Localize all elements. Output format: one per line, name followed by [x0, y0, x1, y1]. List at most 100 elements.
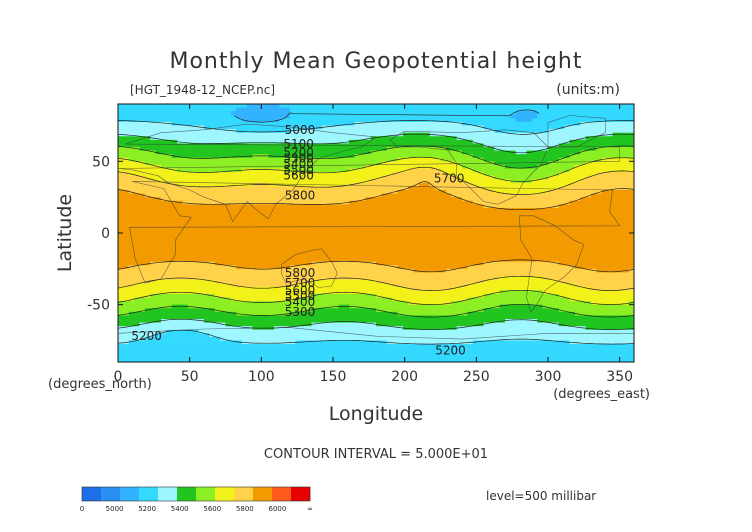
contour-band-cell	[166, 329, 200, 334]
contour-label: 5300	[283, 151, 314, 165]
contour-band-cell	[397, 265, 468, 270]
chart-title: Monthly Mean Geopotential height	[169, 49, 582, 74]
contour-band-cell	[118, 333, 157, 338]
contour-band-cell	[494, 147, 549, 152]
contour-band-cell	[118, 308, 146, 313]
contour-band-cell	[290, 107, 634, 112]
contour-band-cell	[558, 293, 634, 299]
contour-band-cell	[462, 164, 506, 170]
contour-band-cell	[558, 186, 634, 191]
contour-band-cell	[118, 315, 634, 320]
contour-band-cell	[118, 254, 634, 259]
contour-band-cell	[580, 197, 634, 202]
contour-band-cell	[440, 168, 474, 173]
contour-band-cell	[128, 340, 243, 345]
contour-band-cell	[472, 182, 571, 188]
contour-band-cell	[134, 297, 232, 302]
contour-band-cell	[591, 301, 630, 306]
coastline-path	[118, 123, 620, 223]
y-tick-label: -50	[87, 298, 110, 314]
contour-band-cell	[144, 175, 382, 180]
contour-line	[118, 329, 634, 345]
contour-band-cell	[118, 118, 243, 123]
coastline-path	[518, 215, 585, 313]
contour-band-cell	[118, 286, 409, 291]
contour-band-cell	[558, 322, 634, 327]
contour-band-cell	[118, 354, 634, 360]
contour-band-cell	[558, 308, 634, 313]
contour-band-cell	[311, 261, 377, 266]
contour-band-cell	[295, 340, 388, 345]
contour-band-cell	[569, 182, 634, 188]
coastline-path	[547, 115, 606, 148]
contour-band-cell	[392, 283, 468, 288]
contour-band-cell	[118, 326, 253, 331]
contour-band-cell	[494, 190, 549, 195]
contour-band-cell	[118, 283, 135, 288]
colorbar-label: 5000	[106, 505, 124, 513]
contour-band-cell	[118, 319, 162, 324]
contour-band-cell	[150, 279, 216, 284]
contour-line	[118, 145, 634, 169]
contour-band-cell	[236, 265, 291, 270]
contour-band-cell	[596, 172, 634, 177]
contour-band-cell	[230, 297, 296, 302]
contour-band-cell	[370, 136, 458, 141]
contour-band-cell	[462, 150, 517, 155]
contour-band-cell	[171, 154, 253, 159]
contour-band-cell	[295, 297, 393, 302]
contour-band-cell	[241, 168, 286, 173]
contour-band-cell	[580, 121, 634, 127]
contour-band-cell	[467, 283, 576, 288]
contour-band-cell	[128, 265, 237, 270]
contour-band-cell	[435, 186, 485, 191]
contour-label: 5300	[285, 305, 316, 319]
contour-band-cell	[483, 261, 560, 266]
contour-band-cell	[118, 107, 237, 112]
contour-band-cell	[118, 139, 178, 145]
contour-band-cell	[118, 215, 634, 220]
y-tick-label: 0	[101, 226, 110, 242]
colorbar-swatch	[139, 487, 159, 501]
contour-band-cell	[365, 164, 463, 170]
contour-band-cell	[397, 190, 447, 195]
contour-band-cell	[279, 104, 634, 109]
contour-band-cell	[376, 308, 485, 313]
file-label: [HGT_1948-12_NCEP.nc]	[130, 83, 275, 97]
contour-band-cell	[118, 190, 130, 195]
contour-band-cell	[150, 293, 216, 299]
colorbar-swatch	[82, 487, 102, 501]
contour-band-cell	[397, 157, 442, 162]
contour-band-cell	[467, 311, 576, 317]
contour-band-cell	[472, 154, 571, 159]
contour-band-cell	[118, 186, 409, 191]
coastline-path	[281, 248, 338, 288]
contour-band-cell	[370, 179, 463, 184]
contour-band-cell	[118, 200, 184, 205]
contour-band-cell	[445, 147, 495, 152]
contour-band-cell	[574, 265, 634, 270]
contour-band-cell	[230, 283, 296, 288]
contour-band-cell	[429, 182, 474, 188]
contour-band-cell	[376, 322, 485, 327]
contour-band-cell	[155, 179, 372, 184]
contour-band-cell	[118, 236, 634, 241]
contour-band-cell	[214, 293, 313, 299]
contour-band-cell	[472, 340, 571, 345]
contour-band-cell	[295, 283, 393, 288]
contour-band-cell	[187, 304, 339, 309]
y-unit-label: (degrees_north)	[48, 377, 152, 392]
y-axis-title: Latitude	[54, 194, 76, 272]
colorbar-swatch	[101, 487, 121, 501]
contour-band-cell	[118, 225, 634, 231]
contour-band-cell	[548, 129, 634, 134]
contour-band-cell	[483, 143, 560, 148]
contour-band-cell	[392, 297, 468, 302]
contour-band-cell	[376, 279, 485, 284]
contour-band-cell	[483, 125, 565, 130]
contour-band-cell	[515, 111, 538, 116]
contour-band-cell	[134, 283, 232, 288]
level-text: level=500 millibar	[486, 489, 596, 503]
contour-band-cell	[118, 250, 634, 256]
contour-band-cell	[118, 311, 130, 317]
